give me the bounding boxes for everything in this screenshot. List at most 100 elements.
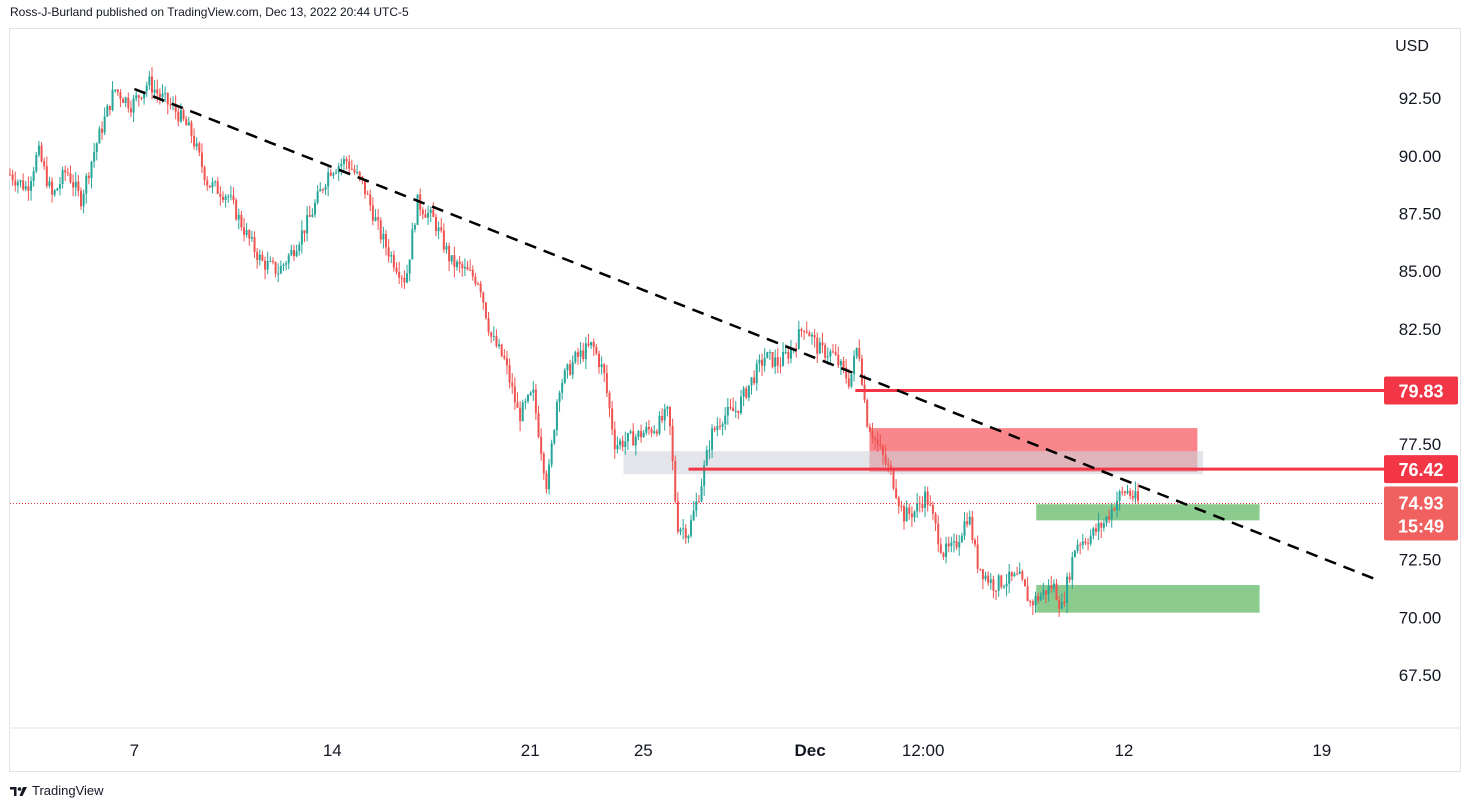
candle-body: [403, 277, 406, 283]
candle-body: [279, 266, 282, 274]
candle-body: [156, 89, 159, 94]
candle-body: [679, 529, 682, 532]
candle-body: [605, 373, 608, 393]
candle-body: [987, 575, 990, 583]
candle-body: [697, 501, 700, 503]
candle-body: [1076, 544, 1079, 551]
candle-body: [32, 171, 35, 182]
candle-body: [193, 136, 196, 147]
candle-body: [542, 453, 545, 474]
candle-body: [300, 230, 303, 245]
candle-body: [771, 352, 774, 367]
candle-body: [832, 351, 835, 353]
candle-body: [103, 116, 106, 133]
level-price-tag-79.83: 79.83: [1384, 376, 1458, 405]
candle-body: [253, 237, 256, 252]
y-tick-label: 82.50: [1399, 320, 1442, 339]
candle-body: [108, 105, 111, 110]
candle-body: [337, 166, 340, 173]
candle-body: [637, 430, 640, 437]
candle-body: [842, 361, 845, 368]
candle-body: [884, 454, 887, 464]
candle-body: [356, 171, 359, 173]
candle-body: [690, 520, 693, 536]
candle-body: [521, 402, 524, 422]
candle-body: [524, 401, 527, 403]
currency-label: USD: [1395, 38, 1429, 55]
candle-body: [87, 175, 90, 179]
candle-body: [597, 353, 600, 368]
candle-body: [287, 255, 290, 264]
lines-layer: [10, 87, 1384, 582]
level-price-tag-76.42: 76.42: [1384, 455, 1458, 484]
candle-body: [379, 220, 382, 240]
candle-body: [311, 214, 314, 217]
candle-body: [448, 246, 451, 262]
candle-body: [800, 329, 803, 331]
candle-body: [545, 473, 548, 490]
candle-body: [960, 535, 963, 543]
candle-body: [563, 370, 566, 383]
candle-body: [474, 276, 477, 284]
candle-body: [668, 406, 671, 427]
candle-body: [392, 255, 395, 268]
candle-body: [440, 227, 443, 231]
candle-body: [1047, 585, 1050, 595]
candle-body: [1123, 491, 1126, 494]
candle-body: [1013, 573, 1016, 577]
candle-body: [626, 433, 629, 442]
candle-body: [477, 283, 480, 285]
candle-body: [921, 504, 924, 508]
candle-body: [132, 98, 135, 113]
downtrend-line[interactable]: [133, 87, 1379, 582]
candle-body: [319, 189, 322, 192]
candle-body: [716, 426, 719, 430]
candle-body: [1110, 508, 1113, 520]
candle-body: [95, 143, 98, 153]
candle-body: [1050, 585, 1053, 589]
candle-body: [903, 506, 906, 522]
candle-body: [789, 349, 792, 359]
candle-body: [101, 128, 104, 133]
candle-body: [676, 501, 679, 532]
candle-body: [274, 261, 277, 274]
candle-body: [224, 196, 227, 200]
candle-body: [655, 431, 658, 434]
candle-body: [621, 440, 624, 448]
candle-body: [453, 255, 456, 268]
candle-body: [576, 352, 579, 357]
candle-body: [137, 95, 140, 98]
candle-body: [511, 382, 514, 387]
candle-body: [995, 590, 998, 592]
candle-body: [416, 194, 419, 225]
candle-body: [1137, 491, 1140, 501]
candle-body: [876, 439, 879, 445]
candle-body: [724, 415, 727, 425]
candle-body: [382, 233, 385, 240]
candle-body: [143, 91, 146, 99]
y-tick-label: 92.50: [1399, 89, 1442, 108]
candle-body: [161, 93, 164, 98]
candle-body: [90, 161, 93, 179]
candle-body: [303, 230, 306, 234]
candle-body: [745, 388, 748, 398]
candle-body: [437, 227, 440, 232]
candle-body: [713, 428, 716, 430]
candle-body: [747, 385, 750, 398]
candle-body: [645, 426, 648, 433]
x-tick-label: 21: [521, 741, 540, 760]
candle-body: [1058, 600, 1061, 609]
candle-body: [1105, 516, 1108, 524]
candle-body: [674, 460, 677, 502]
candle-body: [813, 334, 816, 338]
candle-body: [931, 505, 934, 514]
candle-body: [61, 170, 64, 185]
candle-body: [569, 364, 572, 375]
candle-body: [1021, 571, 1024, 580]
candle-body: [413, 224, 416, 230]
candle-body: [290, 249, 293, 256]
candle-body: [240, 214, 243, 228]
candles-layer: [9, 67, 1140, 617]
candle-body: [1087, 543, 1090, 545]
